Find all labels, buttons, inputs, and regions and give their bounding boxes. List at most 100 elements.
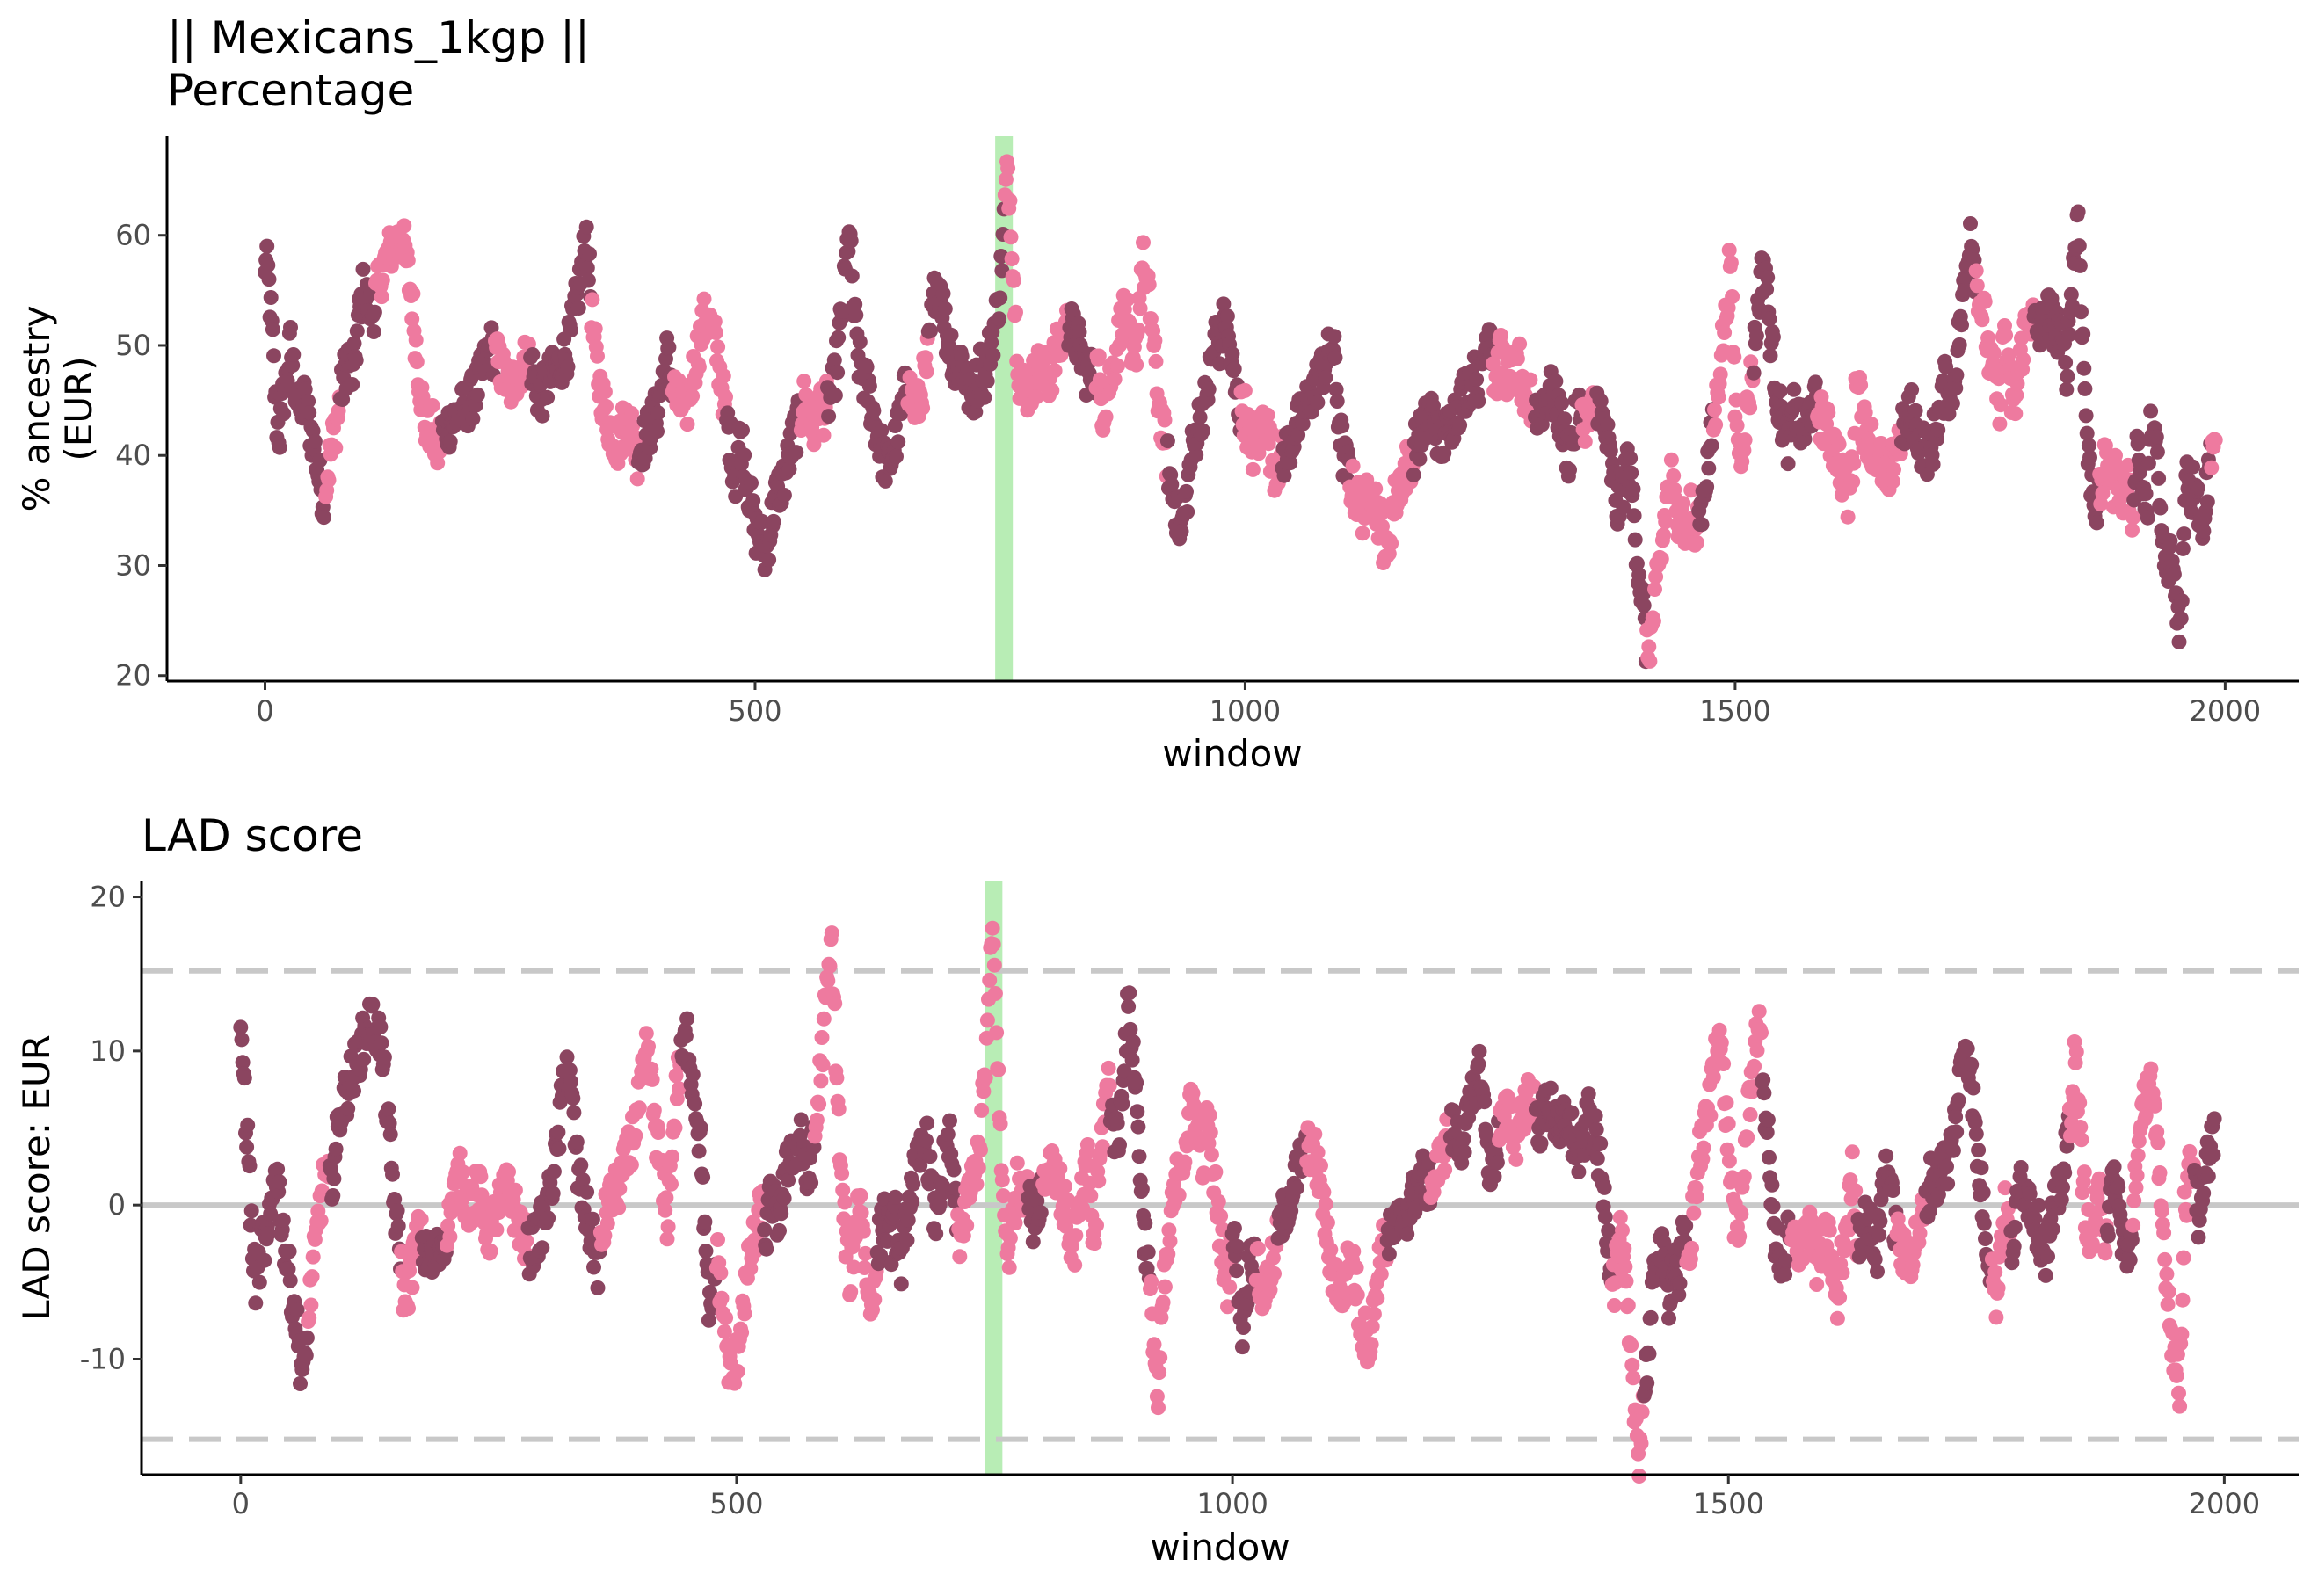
data-point [1993, 397, 2009, 413]
data-point [928, 1226, 944, 1242]
data-point [1276, 468, 1292, 483]
data-point [1211, 356, 1227, 372]
data-point [565, 1091, 581, 1106]
data-point [745, 493, 761, 509]
data-point [1608, 1275, 1624, 1291]
data-point [1629, 555, 1645, 571]
data-point [678, 1028, 694, 1044]
data-point [1746, 365, 1762, 381]
data-point [816, 1011, 832, 1027]
data-point [546, 1164, 562, 1179]
data-point [1969, 278, 1985, 294]
data-point [992, 1116, 1008, 1132]
data-point [1101, 1060, 1116, 1076]
data-point [1836, 1243, 1852, 1259]
data-point [935, 286, 951, 301]
percentage-y-axis-title-line-2: (EUR) [57, 356, 100, 461]
data-point [1147, 332, 1163, 348]
data-point [331, 403, 346, 418]
data-point [590, 348, 605, 364]
data-point [809, 1112, 825, 1128]
data-point [404, 311, 420, 327]
data-point [2009, 376, 2025, 392]
data-point [469, 387, 485, 403]
data-point [1489, 1155, 1505, 1171]
data-point [1867, 1251, 1883, 1267]
data-point [641, 1039, 656, 1055]
data-point [374, 289, 389, 305]
data-point [2057, 1165, 2073, 1180]
data-point [316, 510, 331, 526]
data-point [1110, 358, 1125, 374]
data-point [837, 1194, 853, 1210]
data-point [2100, 1228, 2116, 1244]
data-point [1130, 322, 1146, 337]
lad-x-axis-title: window [1150, 1526, 1290, 1569]
data-point [1620, 1297, 1636, 1313]
data-point [1949, 367, 1965, 383]
data-point [1772, 383, 1788, 399]
lad-score-panel: LAD score 0 500 1000 1500 2000 -10 0 10 20 wind… [15, 810, 2299, 1569]
data-point [2070, 204, 2086, 220]
data-point [821, 409, 837, 424]
data-point [1471, 1056, 1486, 1072]
data-point [2182, 1143, 2198, 1159]
data-point [355, 261, 371, 277]
data-point [1477, 1094, 1493, 1110]
data-point [1562, 462, 1577, 478]
data-point [1729, 417, 1745, 433]
data-point [289, 1302, 305, 1317]
data-point [2022, 1186, 2038, 1201]
data-point [1964, 1056, 1980, 1072]
data-point [1671, 1287, 1687, 1302]
data-point [710, 339, 726, 355]
data-point [1641, 1346, 1657, 1361]
data-point [2162, 533, 2178, 548]
data-point [2160, 1296, 2176, 1312]
data-point [1711, 1022, 1727, 1038]
data-point [1588, 1121, 1604, 1137]
data-point [638, 1026, 654, 1041]
data-point [1522, 372, 1538, 388]
data-point [1938, 359, 1954, 375]
data-point [1675, 496, 1691, 511]
data-point [2191, 1212, 2207, 1228]
data-point [1749, 1042, 1765, 1058]
data-point [919, 1115, 935, 1131]
data-point [1711, 389, 1726, 405]
data-point [2130, 436, 2146, 452]
data-point [1742, 400, 1758, 416]
data-point [1762, 348, 1778, 364]
data-point [1345, 458, 1361, 474]
data-point [1469, 372, 1485, 388]
data-point [2089, 515, 2104, 531]
data-point [625, 418, 641, 434]
data-point [1940, 1176, 1956, 1192]
data-point [1310, 1144, 1326, 1160]
data-point [707, 314, 723, 330]
data-point [1845, 474, 1861, 490]
data-point [1968, 1126, 1984, 1142]
data-point [1759, 1125, 1775, 1140]
data-point [1912, 1225, 1928, 1241]
data-point [776, 488, 792, 503]
data-point [1130, 1104, 1145, 1120]
data-point [1721, 1153, 1737, 1169]
data-point [1210, 1193, 1226, 1209]
data-point [409, 354, 425, 370]
data-point [2068, 1044, 2084, 1060]
data-point [1754, 1025, 1769, 1041]
data-point [1658, 514, 1674, 530]
data-point [866, 403, 882, 418]
data-point [1318, 1196, 1333, 1212]
data-point [1831, 437, 1847, 452]
data-point [1618, 1273, 1634, 1289]
data-point [890, 434, 906, 450]
data-point [236, 1070, 252, 1086]
data-point [1534, 417, 1550, 432]
data-point [659, 1231, 675, 1247]
data-point [1121, 998, 1137, 1014]
data-point [1164, 476, 1180, 492]
data-point [326, 1171, 342, 1186]
data-point [1006, 272, 1021, 288]
